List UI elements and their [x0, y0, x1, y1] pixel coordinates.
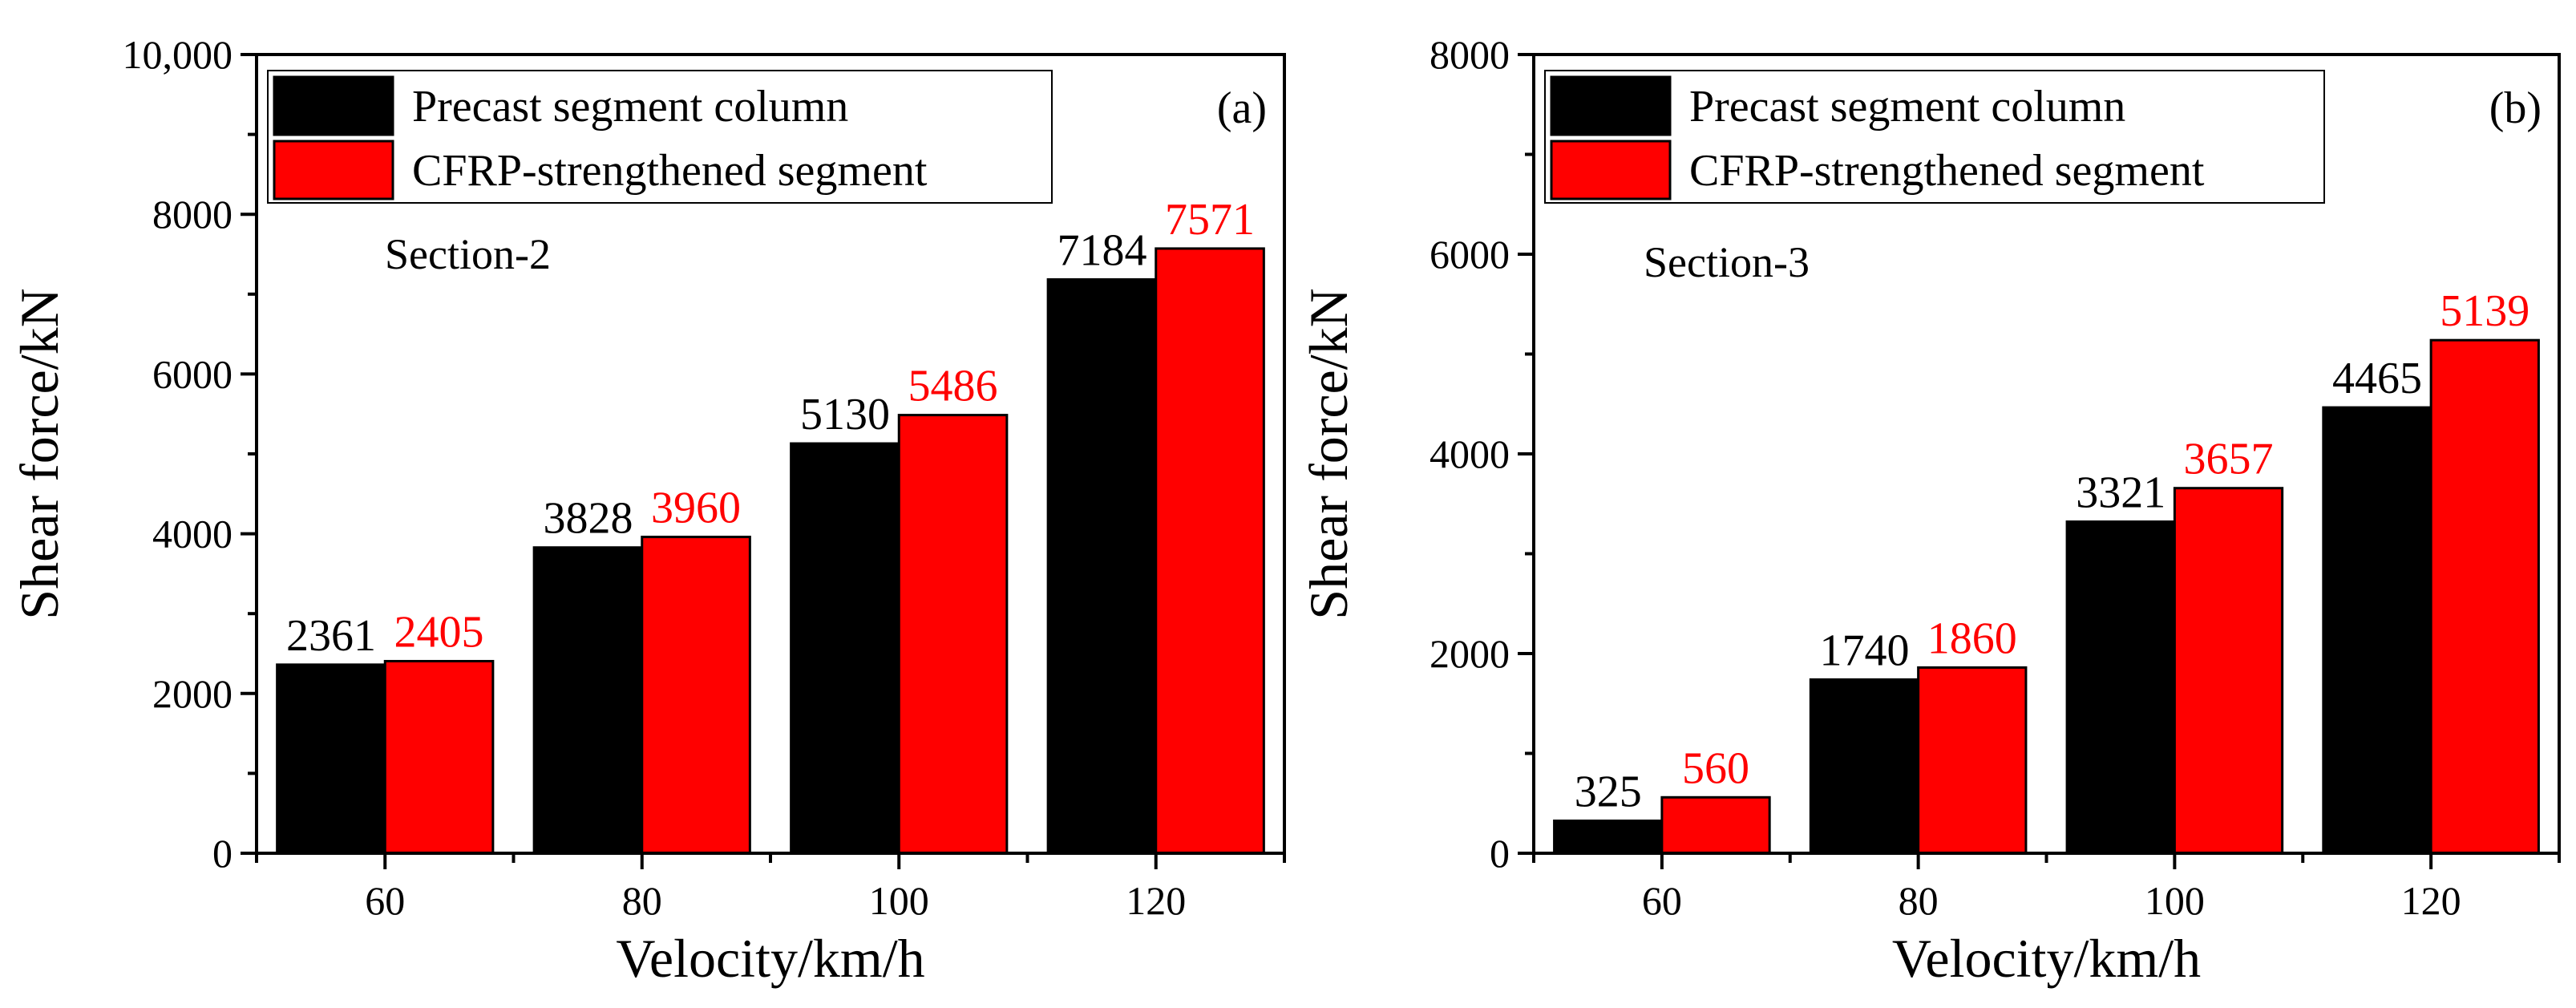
- value-label-cfrp-120: 5139: [2440, 286, 2529, 336]
- x-tick-label: 100: [869, 878, 929, 923]
- legend-swatch-cfrp: [1550, 140, 1672, 200]
- bar-cfrp-120: [2429, 338, 2540, 855]
- value-label-precast-60: 325: [1575, 767, 1642, 817]
- legend-swatch-precast: [1550, 75, 1672, 136]
- x-tick-label: 120: [2401, 878, 2461, 923]
- value-label-precast-60: 2361: [286, 611, 376, 661]
- value-label-cfrp-60: 2405: [394, 607, 484, 657]
- y-tick-label: 8000: [1430, 32, 1510, 77]
- bar-cfrp-100: [2173, 487, 2284, 855]
- legend-label-precast: Precast segment column: [1689, 82, 2125, 132]
- legend-label-cfrp: CFRP-strengthened segment: [1689, 146, 2205, 196]
- x-tick-label: 60: [1642, 878, 1682, 923]
- bar-precast-60: [1553, 820, 1664, 855]
- value-label-precast-100: 3321: [2076, 468, 2166, 518]
- legend: Precast segment column CFRP-strengthened …: [267, 70, 1053, 204]
- bar-cfrp-80: [641, 536, 751, 855]
- y-tick-label: 2000: [152, 671, 233, 716]
- y-tick-label: 4000: [1430, 431, 1510, 476]
- x-tick-label: 120: [1126, 878, 1186, 923]
- value-label-cfrp-60: 560: [1682, 743, 1749, 793]
- y-axis-title: Shear force/kN: [9, 288, 70, 619]
- bar-cfrp-60: [383, 659, 495, 855]
- legend-box: [267, 70, 1053, 204]
- panel-tag: (a): [1217, 83, 1267, 133]
- legend-label-precast: Precast segment column: [412, 82, 848, 132]
- y-tick-label: 6000: [1430, 232, 1510, 277]
- y-tick-label: 4000: [152, 512, 233, 557]
- value-label-precast-120: 7184: [1057, 225, 1146, 275]
- y-tick-label: 10,000: [123, 32, 233, 77]
- panel-tag: (b): [2489, 83, 2542, 133]
- legend: Precast segment column CFRP-strengthened …: [1544, 70, 2325, 204]
- y-tick-label: 0: [212, 831, 233, 876]
- bar-cfrp-100: [897, 414, 1009, 855]
- legend-swatch-precast: [273, 75, 394, 136]
- bar-precast-120: [2322, 406, 2432, 855]
- y-tick-label: 0: [1490, 831, 1510, 876]
- x-axis-title: Velocity/km/h: [616, 928, 924, 989]
- y-tick-label: 2000: [1430, 631, 1510, 676]
- chart-panel-1: 2361 3828 5130 7184 2405 3960 5486 7571 0 2000 400…: [9, 32, 1286, 989]
- bar-precast-120: [1046, 277, 1158, 855]
- y-tick-label: 8000: [152, 192, 233, 237]
- y-tick-label: 6000: [152, 351, 233, 396]
- bar-precast-100: [790, 442, 900, 855]
- x-tick-label: 80: [622, 878, 662, 923]
- bar-cfrp-120: [1155, 247, 1265, 855]
- bar-precast-80: [532, 546, 644, 855]
- value-label-precast-120: 4465: [2332, 354, 2422, 403]
- value-label-cfrp-80: 1860: [1927, 613, 2017, 663]
- x-tick-label: 60: [365, 878, 405, 923]
- section-label: Section-2: [385, 230, 551, 278]
- value-label-cfrp-120: 7571: [1165, 195, 1255, 245]
- bar-cfrp-80: [1917, 666, 2028, 855]
- legend-swatch-cfrp: [273, 140, 394, 200]
- value-label-precast-100: 5130: [800, 390, 890, 439]
- value-label-cfrp-100: 3657: [2184, 435, 2274, 484]
- value-label-cfrp-80: 3960: [651, 484, 741, 533]
- legend-label-cfrp: CFRP-strengthened segment: [412, 146, 928, 196]
- bar-cfrp-60: [1660, 795, 1771, 855]
- value-label-cfrp-100: 5486: [908, 362, 998, 411]
- value-label-precast-80: 3828: [543, 494, 633, 544]
- bar-precast-80: [1809, 678, 1920, 855]
- chart-panel-2: 325 1740 3321 4465 560 1860 3657 5139 0 2000 4000 6…: [1298, 32, 2561, 989]
- value-label-precast-80: 1740: [1819, 625, 1909, 675]
- bar-precast-60: [276, 663, 386, 855]
- bar-precast-100: [2065, 520, 2176, 855]
- x-axis-title: Velocity/km/h: [1892, 928, 2201, 989]
- x-tick-label: 80: [1899, 878, 1939, 923]
- y-axis-title: Shear force/kN: [1298, 288, 1359, 619]
- x-tick-label: 100: [2145, 878, 2205, 923]
- legend-box: [1544, 70, 2325, 204]
- section-label: Section-3: [1644, 238, 1810, 286]
